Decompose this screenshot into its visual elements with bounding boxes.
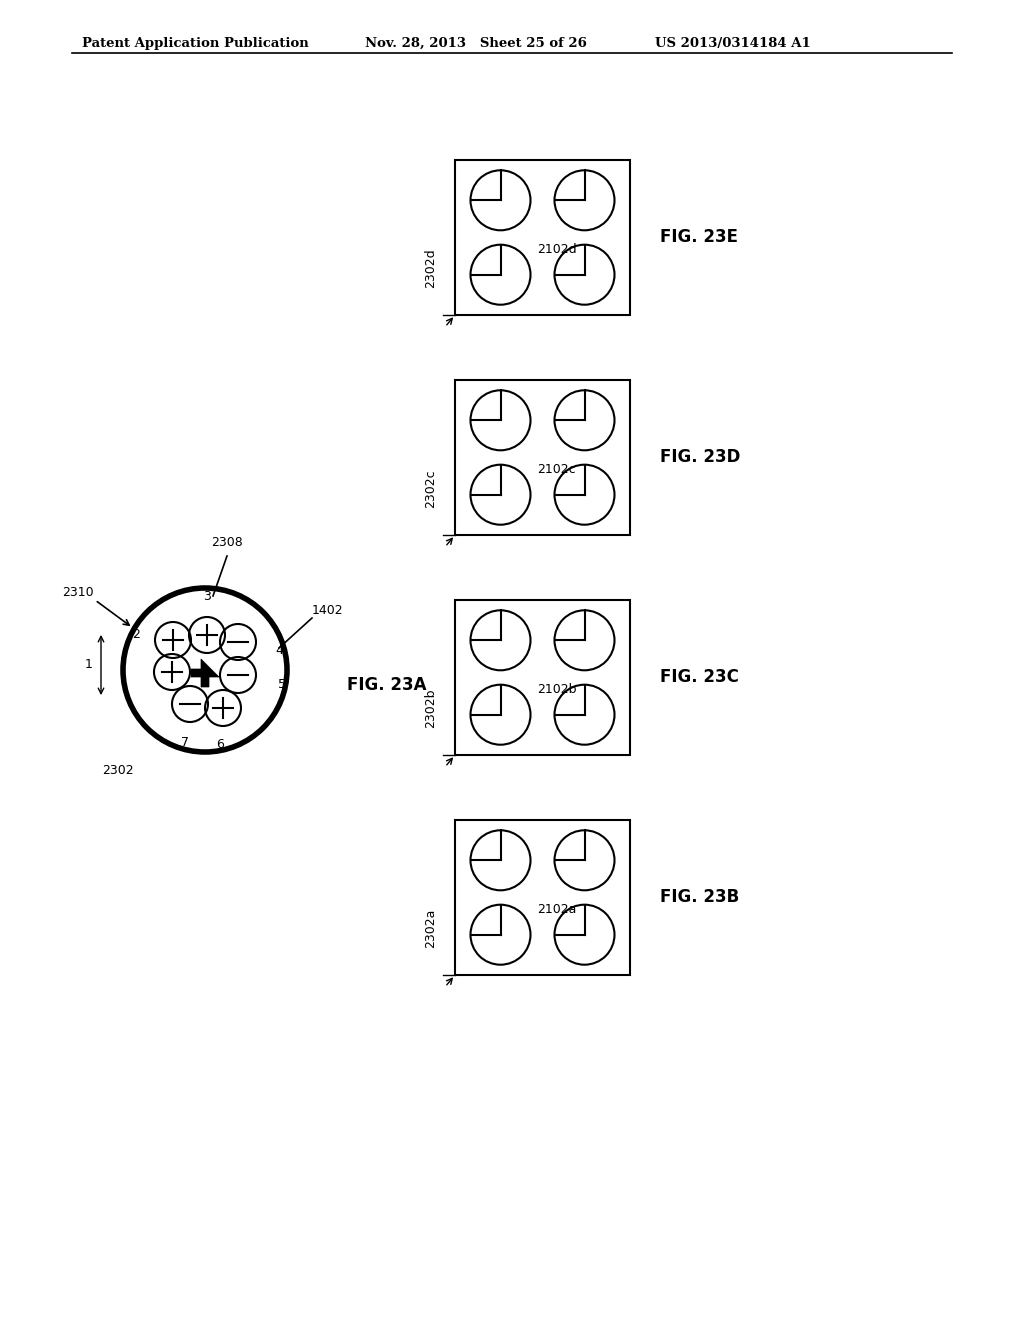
Text: US 2013/0314184 A1: US 2013/0314184 A1 xyxy=(655,37,811,50)
Text: 2302: 2302 xyxy=(102,763,134,776)
Text: 2308: 2308 xyxy=(211,536,243,549)
Text: 2302c: 2302c xyxy=(424,469,437,508)
Polygon shape xyxy=(191,659,219,686)
Text: 2310: 2310 xyxy=(62,586,94,598)
Text: FIG. 23E: FIG. 23E xyxy=(660,228,738,247)
Text: FIG. 23C: FIG. 23C xyxy=(660,668,739,686)
Text: 3: 3 xyxy=(203,590,211,602)
Text: 2102a: 2102a xyxy=(537,903,577,916)
Text: 2102c: 2102c xyxy=(538,463,575,477)
Text: 2302a: 2302a xyxy=(424,908,437,948)
Bar xyxy=(455,601,630,755)
Text: 6: 6 xyxy=(216,738,224,751)
Text: 5: 5 xyxy=(278,678,286,692)
Bar xyxy=(455,160,630,315)
Text: 1: 1 xyxy=(85,659,93,672)
Text: 2: 2 xyxy=(132,628,140,642)
Text: 1402: 1402 xyxy=(311,603,343,616)
Bar xyxy=(455,820,630,975)
Text: FIG. 23B: FIG. 23B xyxy=(660,888,739,907)
Text: Nov. 28, 2013   Sheet 25 of 26: Nov. 28, 2013 Sheet 25 of 26 xyxy=(365,37,587,50)
Text: 2102d: 2102d xyxy=(537,243,577,256)
Text: 2302d: 2302d xyxy=(424,248,437,288)
Text: 2302b: 2302b xyxy=(424,689,437,729)
Bar xyxy=(455,380,630,535)
Text: Patent Application Publication: Patent Application Publication xyxy=(82,37,309,50)
Text: 2102b: 2102b xyxy=(537,684,577,697)
Text: FIG. 23A: FIG. 23A xyxy=(347,676,427,694)
Text: 7: 7 xyxy=(181,735,189,748)
Text: 4: 4 xyxy=(275,644,283,656)
Text: FIG. 23D: FIG. 23D xyxy=(660,449,740,466)
